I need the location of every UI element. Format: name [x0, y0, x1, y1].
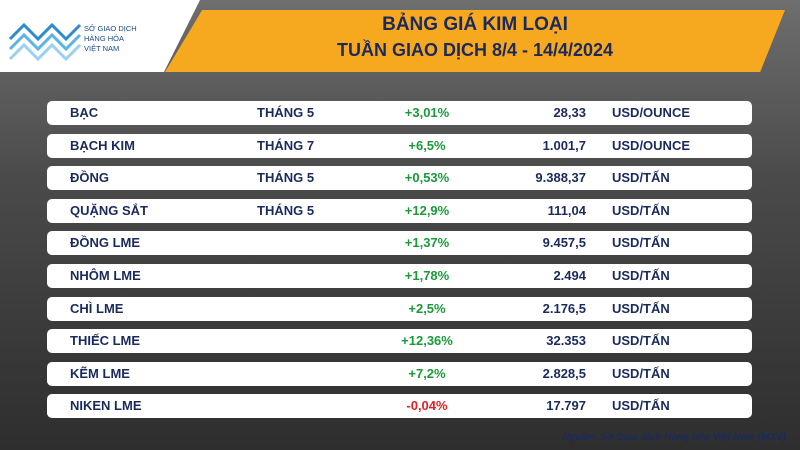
- contract-month: THÁNG 5: [257, 170, 315, 186]
- unit: USD/OUNCE: [612, 105, 691, 120]
- price: 1.001,7: [542, 137, 586, 153]
- table-row: NIKEN LME -0,04% 17.797 USD/TẤN: [47, 394, 752, 419]
- table-row: BẠC THÁNG 5 +3,01% 28,33 USD/OUNCE: [47, 101, 752, 125]
- metal-name: ĐỒNG LME: [70, 235, 141, 251]
- metal-name: NIKEN LME: [70, 398, 142, 414]
- unit: USD/TẤN: [612, 235, 670, 251]
- table-row: QUẶNG SẮT THÁNG 5 +12,9% 111,04 USD/TẤN: [47, 198, 752, 223]
- price: 17.797: [546, 398, 586, 414]
- logo-background: SỞ GIAO DỊCH HÀNG HÓA VIỆT NAM: [0, 0, 200, 72]
- price: 28,33: [553, 105, 586, 120]
- unit: USD/TẤN: [612, 268, 670, 283]
- price: 2.494: [553, 268, 586, 283]
- price-change: +6,5%: [408, 137, 446, 153]
- unit: USD/TẤN: [612, 202, 670, 218]
- source: Nguồn: Sở Giao dịch Hàng hóa Việt Nam (M…: [561, 432, 786, 443]
- table-row: ĐỒNG LME +1,37% 9.457,5 USD/TẤN: [47, 231, 752, 256]
- metal-name: KẼM LME: [70, 365, 130, 381]
- price-change: +0,53%: [404, 170, 450, 186]
- metal-name: THIẾC LME: [70, 333, 141, 349]
- contract-month: THÁNG 5: [257, 105, 315, 120]
- unit: USD/TẤN: [612, 333, 670, 349]
- price: 2.828,5: [542, 365, 586, 381]
- price-change: +3,01%: [404, 105, 450, 120]
- price-change: +7,2%: [408, 365, 446, 381]
- price-change: +1,78%: [404, 268, 450, 283]
- table-row: BẠCH KIM THÁNG 7 +6,5% 1.001,7 USD/OUNCE: [47, 133, 752, 158]
- metal-name: BẠC: [70, 105, 99, 120]
- price: 2.176,5: [542, 300, 586, 316]
- logo-text: VIỆT NAM: [84, 44, 120, 53]
- logo-text: HÀNG HÓA: [84, 34, 125, 43]
- table-row: THIẾC LME +12,36% 32.353 USD/TẤN: [47, 329, 752, 354]
- table-row: NHÔM LME +1,78% 2.494 USD/TẤN: [47, 264, 752, 288]
- contract-month: THÁNG 7: [257, 137, 315, 153]
- price-change: +12,9%: [404, 202, 450, 218]
- price: 32.353: [546, 333, 586, 349]
- unit: USD/OUNCE: [612, 137, 691, 153]
- title: BẢNG GIÁ KIM LOẠI: [382, 14, 568, 35]
- unit: USD/TẤN: [612, 170, 670, 186]
- title-banner: [165, 10, 785, 72]
- logo-icon: [8, 22, 82, 62]
- price-change: -0,04%: [406, 398, 448, 414]
- price: 9.388,37: [535, 170, 586, 186]
- price-change: +12,36%: [401, 333, 453, 349]
- subtitle: TUẦN GIAO DỊCH 8/4 - 14/4/2024: [336, 40, 614, 60]
- price-change: +2,5%: [408, 300, 446, 316]
- unit: USD/TẤN: [612, 365, 670, 381]
- unit: USD/TẤN: [612, 300, 670, 316]
- price-change: +1,37%: [404, 235, 450, 251]
- metal-name: QUẶNG SẮT: [70, 202, 148, 218]
- price: 111,04: [547, 202, 586, 218]
- table-row: CHÌ LME +2,5% 2.176,5 USD/TẤN: [47, 296, 752, 321]
- table-row: ĐỒNG THÁNG 5 +0,53% 9.388,37 USD/TẤN: [47, 166, 752, 191]
- logo-text: SỞ GIAO DỊCH: [84, 24, 137, 33]
- metal-name: CHÌ LME: [70, 300, 124, 316]
- metal-name: NHÔM LME: [70, 268, 141, 283]
- contract-month: THÁNG 5: [257, 202, 315, 218]
- table-row: KẼM LME +7,2% 2.828,5 USD/TẤN: [47, 361, 752, 386]
- metal-name: BẠCH KIM: [70, 137, 135, 153]
- metal-name: ĐỒNG: [70, 170, 109, 186]
- unit: USD/TẤN: [612, 398, 670, 414]
- price: 9.457,5: [542, 235, 586, 251]
